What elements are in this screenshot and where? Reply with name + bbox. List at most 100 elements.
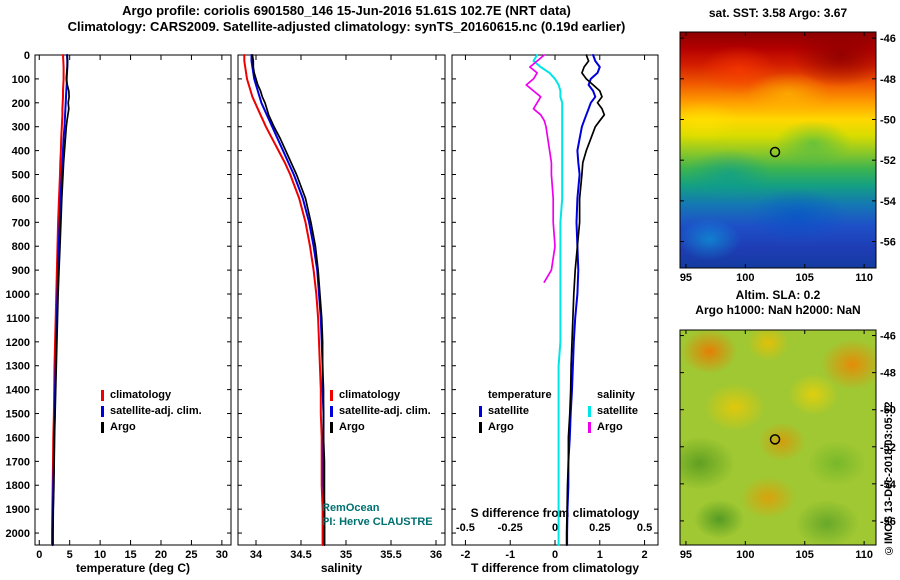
legend-label-climatology: climatology bbox=[110, 389, 172, 401]
lon-tick-label: 100 bbox=[736, 549, 754, 561]
depth-tick-label: 1300 bbox=[6, 361, 30, 373]
legend-group-title-temperature: temperature bbox=[488, 389, 552, 401]
s-axis-tick-label: -0.25 bbox=[498, 522, 523, 534]
s-axis-tick-label: -0.5 bbox=[456, 522, 475, 534]
sla-map-title-line1: Altim. SLA: 0.2 bbox=[735, 288, 821, 302]
s-axis-tick-label: 0.5 bbox=[637, 522, 652, 534]
series-satellite-adj. clim.-line bbox=[250, 54, 326, 546]
legend-swatch-climatology bbox=[101, 389, 104, 401]
legend-label-satellite-clim: satellite-adj. clim. bbox=[110, 405, 202, 417]
tick-label: 36 bbox=[430, 549, 442, 561]
tick-label: 15 bbox=[124, 549, 136, 561]
legend-item-s-argo: Argo bbox=[588, 419, 638, 435]
legend-label-s-argo: Argo bbox=[597, 421, 623, 433]
depth-tick-label: 600 bbox=[12, 193, 30, 205]
tick-label: 34.5 bbox=[290, 549, 311, 561]
legend-label-climatology: climatology bbox=[339, 389, 401, 401]
lat-tick-label: -50 bbox=[880, 114, 896, 126]
legend-item-t-argo: Argo bbox=[479, 419, 552, 435]
legend-swatch-argo bbox=[101, 421, 104, 433]
s-axis-tick-label: 0.25 bbox=[589, 522, 610, 534]
legend-item-satellite-clim: satellite-adj. clim. bbox=[101, 403, 202, 419]
x-axis-label: salinity bbox=[321, 561, 363, 575]
imos-watermark: ©IMOS 13-Dec-2018 03:05:12 bbox=[883, 401, 895, 556]
depth-tick-label: 1900 bbox=[6, 504, 30, 516]
legend-swatch-t-satellite bbox=[479, 405, 482, 417]
depth-tick-label: 1400 bbox=[6, 385, 30, 397]
lon-tick-label: 110 bbox=[855, 549, 873, 561]
lon-tick-label: 100 bbox=[736, 272, 754, 284]
series-S-satellite-line bbox=[532, 54, 564, 546]
depth-tick-label: 1200 bbox=[6, 337, 30, 349]
depth-tick-label: 2000 bbox=[6, 528, 30, 540]
legend-label-argo: Argo bbox=[339, 421, 365, 433]
x-axis-label: temperature (deg C) bbox=[76, 561, 190, 575]
legend-item-t-satellite: satellite bbox=[479, 403, 552, 419]
legend-swatch-climatology bbox=[330, 389, 333, 401]
lon-tick-label: 95 bbox=[680, 549, 692, 561]
legend-label-t-satellite: satellite bbox=[488, 405, 529, 417]
x-axis-label: T difference from climatology bbox=[471, 561, 639, 575]
lat-tick-label: -46 bbox=[880, 33, 896, 45]
legend-swatch-satellite-clim bbox=[101, 405, 104, 417]
legend-item-satellite-clim: satellite-adj. clim. bbox=[330, 403, 431, 419]
tick-label: 1 bbox=[597, 549, 603, 561]
sla-map bbox=[680, 330, 876, 545]
lat-tick-label: -52 bbox=[880, 155, 896, 167]
sst-map-texture bbox=[680, 32, 876, 268]
tick-label: -2 bbox=[461, 549, 471, 561]
depth-tick-label: 1500 bbox=[6, 409, 30, 421]
legend-label-satellite-clim: satellite-adj. clim. bbox=[339, 405, 431, 417]
lon-tick-label: 105 bbox=[796, 272, 814, 284]
sst-map bbox=[680, 32, 876, 268]
series-climatology-line bbox=[51, 54, 65, 546]
legend-swatch-s-argo bbox=[588, 421, 591, 433]
series-S-Argo-line bbox=[525, 54, 556, 283]
depth-tick-label: 1800 bbox=[6, 480, 30, 492]
figure-title-line1: Argo profile: coriolis 6901580_146 15-Ju… bbox=[122, 3, 571, 18]
tick-label: 25 bbox=[185, 549, 197, 561]
tick-label: 10 bbox=[94, 549, 106, 561]
remocean-line2: PI: Herve CLAUSTRE bbox=[322, 516, 433, 528]
depth-tick-label: 0 bbox=[24, 50, 30, 62]
tick-label: 0 bbox=[552, 549, 558, 561]
sla-map-texture bbox=[680, 330, 876, 545]
legend-label-t-argo: Argo bbox=[488, 421, 514, 433]
plot-frame bbox=[34, 54, 232, 546]
series-climatology-line bbox=[243, 54, 324, 546]
depth-tick-label: 300 bbox=[12, 122, 30, 134]
legend-item-climatology: climatology bbox=[330, 387, 431, 403]
legend-label-s-satellite: satellite bbox=[597, 405, 638, 417]
legend-item-argo: Argo bbox=[330, 419, 431, 435]
legend-swatch-t-argo bbox=[479, 421, 482, 433]
tick-label: 35 bbox=[340, 549, 352, 561]
lat-tick-label: -54 bbox=[880, 196, 897, 208]
depth-tick-label: 1000 bbox=[6, 289, 30, 301]
series-Argo-line bbox=[251, 54, 326, 546]
tick-label: 34 bbox=[250, 549, 263, 561]
salinity-plot-legend: climatology satellite-adj. clim. Argo bbox=[330, 387, 431, 435]
plot-frame bbox=[451, 54, 659, 546]
sla-map-title-line2: Argo h1000: NaN h2000: NaN bbox=[695, 303, 861, 317]
legend-item-climatology: climatology bbox=[101, 387, 202, 403]
depth-tick-label: 400 bbox=[12, 146, 30, 158]
tick-label: -1 bbox=[505, 549, 515, 561]
lon-tick-label: 95 bbox=[680, 272, 692, 284]
diff-legend-temperature: temperature satellite Argo bbox=[479, 387, 552, 435]
depth-tick-label: 900 bbox=[12, 265, 30, 277]
legend-swatch-satellite-clim bbox=[330, 405, 333, 417]
depth-tick-label: 200 bbox=[12, 98, 30, 110]
depth-tick-label: 700 bbox=[12, 217, 30, 229]
tick-label: 5 bbox=[67, 549, 73, 561]
series-Argo-line bbox=[52, 54, 70, 546]
legend-swatch-argo bbox=[330, 421, 333, 433]
depth-tick-label: 1700 bbox=[6, 456, 30, 468]
tick-label: 35.5 bbox=[380, 549, 401, 561]
tick-label: 0 bbox=[36, 549, 42, 561]
legend-swatch-s-satellite bbox=[588, 405, 591, 417]
remocean-credit: RemOcean PI: Herve CLAUSTRE bbox=[322, 501, 433, 529]
plot-frame bbox=[237, 54, 446, 546]
depth-tick-label: 100 bbox=[12, 74, 30, 86]
series-T-satellite-line bbox=[566, 54, 601, 546]
